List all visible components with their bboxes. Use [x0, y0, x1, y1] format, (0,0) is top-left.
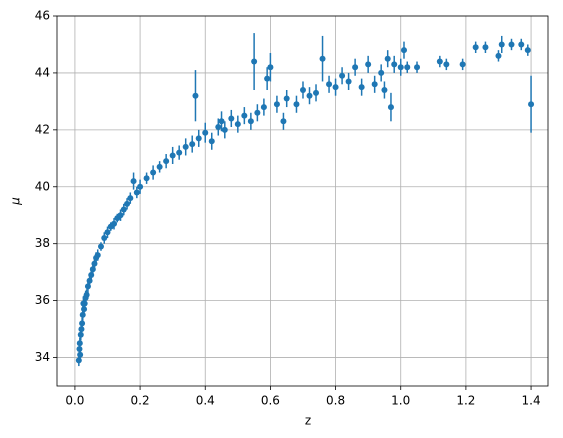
point: [215, 124, 222, 130]
y-tick-label: 44: [35, 65, 50, 79]
point: [260, 104, 267, 111]
point: [293, 101, 300, 108]
point: [443, 61, 450, 68]
point: [130, 178, 137, 185]
point: [414, 64, 421, 71]
point: [101, 235, 108, 241]
y-tick-label: 42: [35, 122, 50, 136]
point: [384, 55, 391, 62]
point: [228, 115, 235, 122]
point: [221, 126, 228, 133]
plot-frame: [56, 15, 549, 387]
point: [283, 95, 290, 102]
point: [381, 87, 388, 93]
point: [251, 58, 258, 65]
point: [208, 138, 215, 145]
point: [124, 200, 131, 207]
point: [306, 92, 313, 99]
point: [400, 47, 407, 54]
point: [94, 252, 101, 259]
point: [75, 357, 82, 364]
y-tick-label: 40: [35, 179, 50, 193]
point: [358, 84, 365, 91]
point: [528, 101, 535, 108]
point: [352, 64, 359, 71]
y-tick-label: 34: [35, 350, 50, 364]
point: [195, 135, 202, 142]
point: [345, 78, 352, 85]
point: [280, 118, 287, 125]
point: [241, 112, 248, 119]
point: [391, 61, 398, 68]
point: [378, 69, 385, 76]
point: [182, 143, 189, 150]
point: [387, 104, 394, 111]
point: [127, 195, 134, 202]
x-tick-label: 0.0: [65, 394, 84, 408]
point: [273, 101, 280, 108]
point: [192, 92, 199, 99]
y-axis-label: μ: [9, 197, 23, 206]
point: [176, 149, 183, 156]
point: [120, 206, 127, 213]
point: [371, 81, 378, 88]
point: [77, 351, 84, 358]
point: [111, 220, 118, 227]
point: [365, 61, 372, 68]
x-axis-label: z: [305, 414, 311, 428]
point: [143, 175, 150, 182]
point: [495, 52, 502, 59]
y-tick-label: 46: [35, 9, 50, 23]
point: [482, 44, 489, 51]
x-tick-label: 0.8: [326, 394, 345, 408]
point: [163, 158, 170, 165]
point: [459, 61, 466, 68]
point: [104, 229, 111, 236]
point: [299, 87, 306, 93]
y-tick-label: 38: [35, 236, 50, 250]
point: [518, 41, 525, 48]
point: [202, 129, 209, 136]
point: [189, 141, 196, 148]
point: [254, 109, 261, 116]
point: [234, 121, 241, 128]
point: [524, 47, 531, 54]
point: [97, 243, 104, 250]
point: [404, 64, 411, 71]
point: [76, 340, 83, 347]
x-tick-label: 0.6: [261, 394, 280, 408]
x-tick-label: 1.4: [522, 394, 541, 408]
point: [264, 75, 271, 82]
point: [436, 58, 443, 65]
x-tick-label: 0.2: [131, 394, 150, 408]
point: [339, 72, 346, 79]
point: [156, 163, 163, 170]
point: [81, 300, 88, 307]
point: [508, 41, 515, 48]
x-tick-label: 1.2: [456, 394, 475, 408]
point: [267, 64, 274, 71]
point: [169, 152, 176, 159]
point: [332, 84, 339, 91]
x-tick-label: 0.4: [196, 394, 215, 408]
point: [247, 118, 254, 125]
point: [326, 81, 333, 88]
point: [117, 212, 124, 219]
y-tick-label: 36: [35, 293, 50, 307]
point: [79, 311, 86, 318]
point: [133, 189, 140, 196]
point: [498, 41, 505, 48]
x-tick-label: 1.0: [391, 394, 410, 408]
point: [319, 55, 326, 62]
point: [472, 44, 479, 51]
point: [83, 291, 90, 298]
point: [150, 169, 157, 176]
point: [218, 118, 225, 125]
point: [397, 64, 404, 71]
point: [137, 183, 144, 190]
point: [313, 89, 320, 96]
